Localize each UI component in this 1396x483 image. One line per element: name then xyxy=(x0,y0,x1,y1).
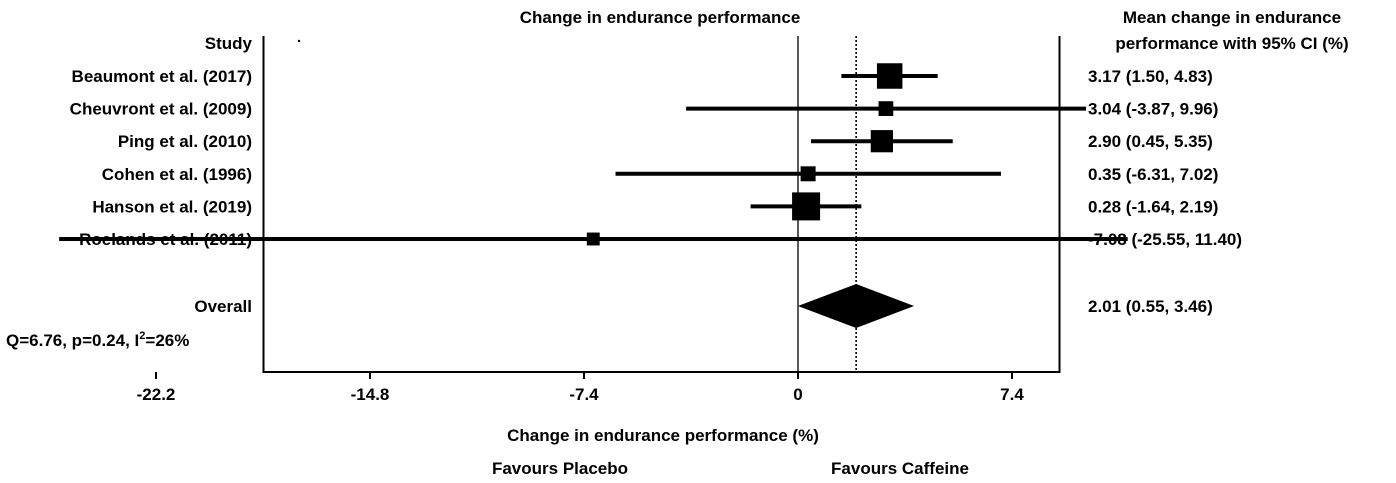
study-estimate-ci: 2.90 (0.45, 5.35) xyxy=(1088,132,1213,151)
heterogeneity-prefix: Q=6.76, p=0.24, I xyxy=(6,331,139,350)
overall-label: Overall xyxy=(194,297,252,316)
x-tick-label: -22.2 xyxy=(137,385,176,404)
heterogeneity-suffix: =26% xyxy=(145,331,189,350)
stray-dot-mark xyxy=(297,39,301,43)
overall-estimate-ci: 2.01 (0.55, 3.46) xyxy=(1088,297,1213,316)
heterogeneity-superscript: 2 xyxy=(139,330,145,342)
x-tick-label: -14.8 xyxy=(351,385,390,404)
point-estimate-square xyxy=(878,101,894,116)
point-estimate-square xyxy=(876,63,903,89)
chart-title: Change in endurance performance xyxy=(520,8,801,27)
point-estimate-square xyxy=(800,166,816,182)
x-tick-label: -7.4 xyxy=(569,385,599,404)
x-axis-label: Change in endurance performance (%) xyxy=(507,426,819,445)
study-name: Hanson et al. (2019) xyxy=(92,197,252,216)
estimate-column-header-line2: performance with 95% CI (%) xyxy=(1115,34,1348,53)
heterogeneity-stats: Q=6.76, p=0.24, I2=26% xyxy=(6,330,189,350)
overall-diamond xyxy=(797,284,915,328)
favours-caffeine-label: Favours Caffeine xyxy=(831,459,969,478)
study-estimate-ci: 3.04 (-3.87, 9.96) xyxy=(1088,100,1218,119)
study-estimate-ci: -7.08 (-25.55, 11.40) xyxy=(1088,230,1242,249)
favours-placebo-label: Favours Placebo xyxy=(492,459,628,478)
estimate-column-header-line1: Mean change in endurance xyxy=(1123,8,1341,27)
x-tick-label: 7.4 xyxy=(1000,385,1024,404)
x-tick-label: 0 xyxy=(793,385,802,404)
study-column-header: Study xyxy=(205,34,253,53)
study-estimate-ci: 3.17 (1.50, 4.83) xyxy=(1088,67,1213,86)
study-estimate-ci: 0.28 (-1.64, 2.19) xyxy=(1088,197,1218,216)
point-estimate-square xyxy=(792,192,821,221)
study-name: Cheuvront et al. (2009) xyxy=(70,100,252,119)
study-estimate-ci: 0.35 (-6.31, 7.02) xyxy=(1088,165,1218,184)
point-estimate-square xyxy=(870,130,893,153)
study-name: Beaumont et al. (2017) xyxy=(72,67,252,86)
study-name: Cohen et al. (1996) xyxy=(102,165,252,184)
study-name: Ping et al. (2010) xyxy=(118,132,252,151)
point-estimate-square xyxy=(586,232,600,246)
